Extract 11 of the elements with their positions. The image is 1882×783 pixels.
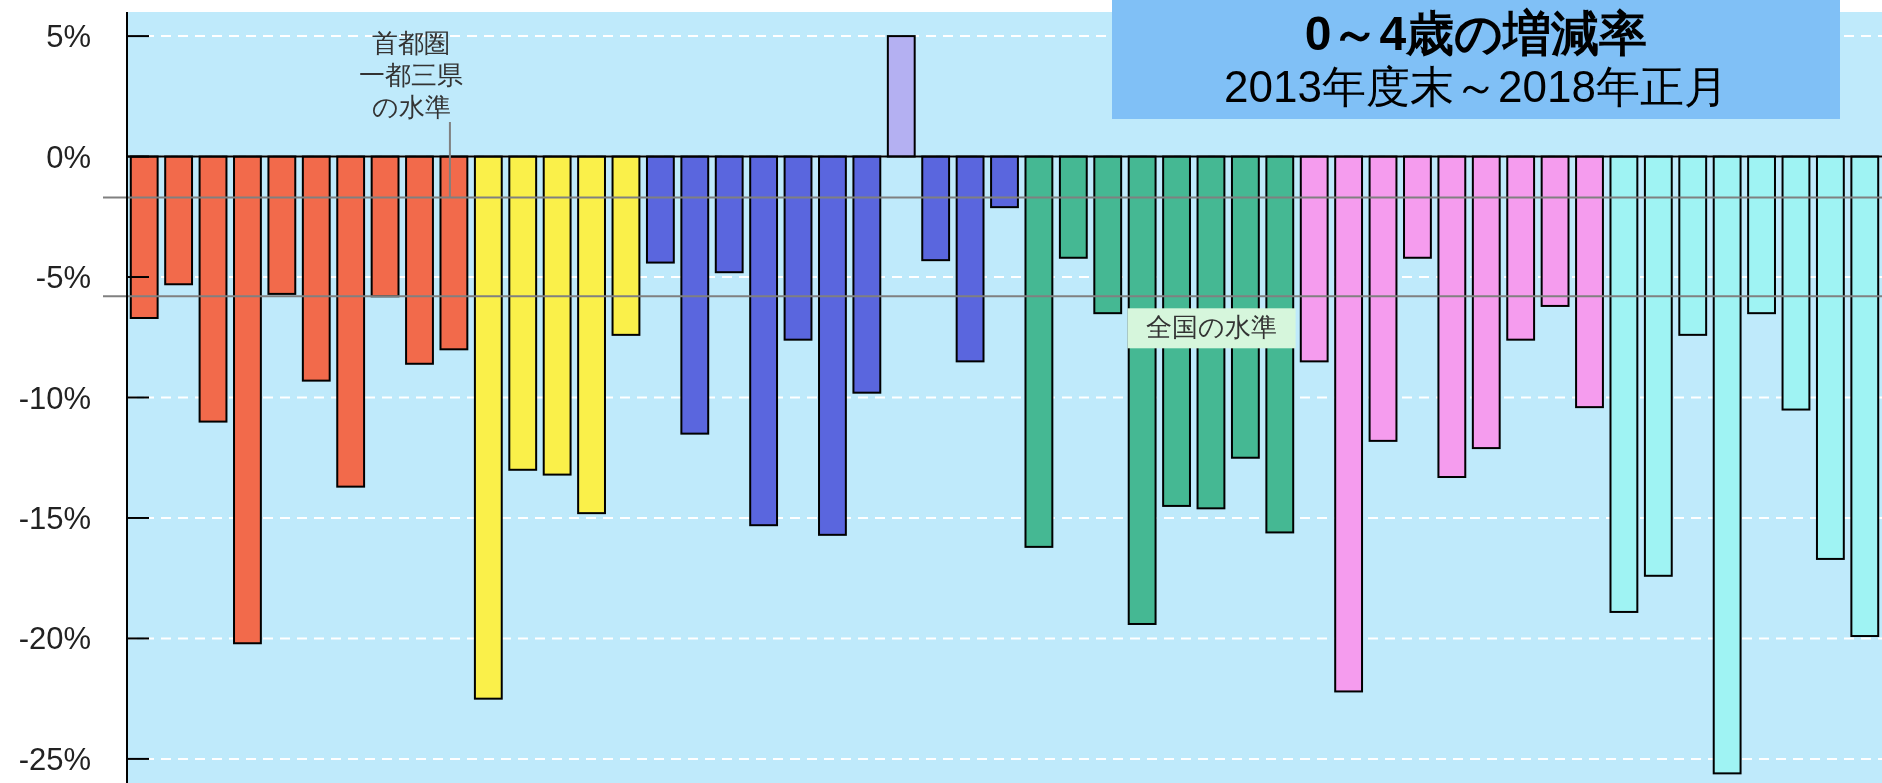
y-tick-label: 0% bbox=[46, 139, 91, 175]
y-tick-label: -10% bbox=[18, 380, 91, 416]
ref-line-label: 首都圏一都三県の水準 bbox=[359, 28, 464, 122]
ref-line-label: 全国の水準 bbox=[1146, 312, 1278, 343]
y-tick-label: -20% bbox=[18, 621, 91, 657]
y-tick-label: 5% bbox=[46, 19, 91, 55]
title-box: 0～4歳の増減率 2013年度末～2018年正月 bbox=[1112, 0, 1840, 119]
chart-title: 0～4歳の増減率 bbox=[1304, 7, 1648, 60]
y-tick-label: -5% bbox=[35, 260, 91, 296]
y-tick-label: -15% bbox=[18, 500, 91, 536]
y-tick-label: -25% bbox=[18, 741, 91, 777]
